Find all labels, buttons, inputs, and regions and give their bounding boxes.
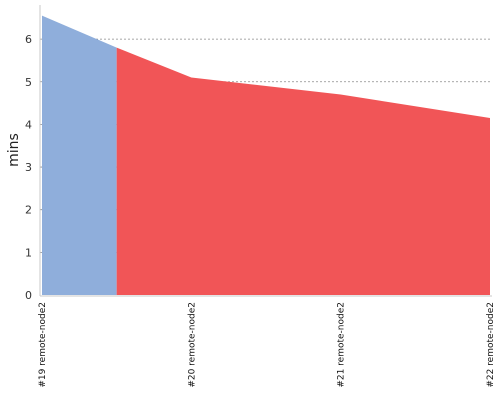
y-tick-labels: 0 1 2 3 4 5 6 [25, 33, 32, 302]
x-tick-label: #21 remote-node2 [337, 302, 347, 388]
area-segment [42, 15, 117, 295]
area-series [42, 15, 491, 295]
x-tick-label: #20 remote-node2 [187, 302, 197, 388]
area-segment [116, 47, 491, 295]
y-tick-label: 5 [25, 76, 32, 89]
y-tick-label: 2 [25, 204, 32, 217]
y-tick-label: 4 [25, 118, 32, 131]
y-tick-label: 1 [25, 246, 32, 259]
x-tick-labels: #19 remote-node2 #20 remote-node2 #21 remo… [38, 302, 496, 388]
y-tick-label: 0 [25, 289, 32, 302]
x-tick-label: #19 remote-node2 [38, 302, 48, 388]
x-tick-label: #22 remote-node2 [486, 302, 496, 388]
y-axis-label: mins [6, 133, 22, 167]
y-tick-label: 6 [25, 33, 32, 46]
y-tick-label: 3 [25, 161, 32, 174]
